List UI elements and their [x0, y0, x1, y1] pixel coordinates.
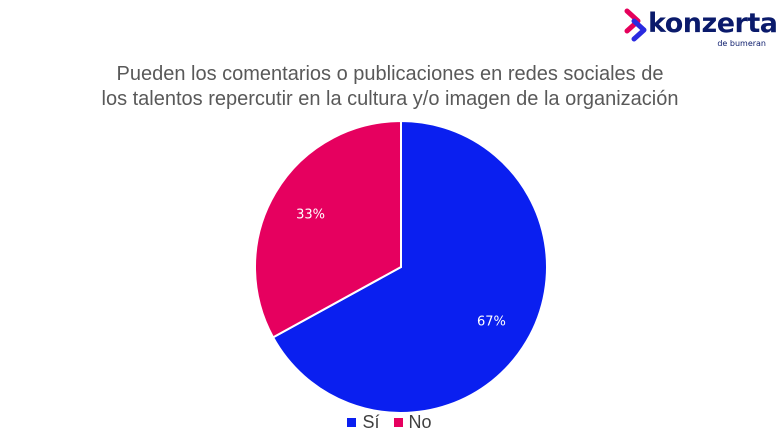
pie-slice-no [254, 119, 402, 339]
chart-title-line-1: Pueden los comentarios o publicaciones e… [116, 63, 664, 85]
chart-title: Pueden los comentarios o publicaciones e… [60, 62, 720, 112]
brand-logo: konzerta de bumeran [624, 6, 778, 50]
logo-wordmark: konzerta [648, 8, 778, 39]
legend-item-no: No [393, 412, 432, 433]
logo-subtitle: de bumeran [717, 39, 766, 48]
chart-legend: Sí No [0, 412, 779, 433]
legend-swatch-si [347, 418, 357, 427]
chart-title-line-2: los talentos repercutir en la cultura y/… [101, 88, 679, 110]
konzerta-logo-icon [624, 8, 647, 42]
data-label-si: 67% [477, 315, 506, 330]
data-label-no: 33% [296, 207, 325, 222]
legend-swatch-no [393, 418, 403, 427]
legend-label-no: No [408, 412, 432, 432]
legend-label-si: Sí [362, 412, 380, 432]
legend-item-si: Sí [347, 412, 380, 433]
pie-slice-si [271, 119, 548, 414]
